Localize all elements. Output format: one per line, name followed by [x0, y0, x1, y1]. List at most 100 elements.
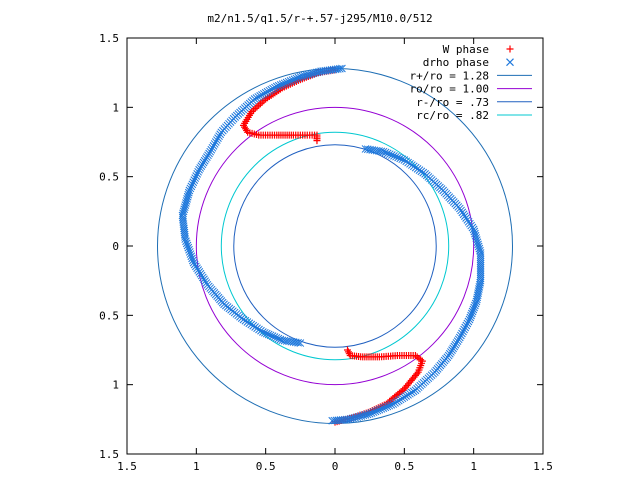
series-1-arm-1-point-159	[271, 83, 279, 92]
series-1-arm-0-point-163	[379, 404, 388, 412]
series-0-arm-0-point-48	[253, 103, 261, 111]
series-1-arm-1-point-70	[184, 243, 193, 252]
series-1-arm-0-point-164	[377, 405, 386, 413]
series-1-arm-1-point-154	[261, 88, 270, 97]
series-1-arm-0-point-108	[462, 321, 471, 330]
series-0-arm-0-point-50	[256, 100, 264, 108]
series-1-arm-1-point-169	[290, 75, 299, 84]
series-1-arm-1-point-151	[256, 92, 264, 100]
series-1-arm-0-point-106	[464, 317, 473, 326]
series-1-arm-1-point-155	[263, 87, 272, 96]
series-1-arm-1-point-14	[266, 331, 275, 340]
series-1-arm-1-point-122	[211, 138, 220, 146]
series-1-arm-0-point-103	[467, 311, 475, 320]
series-1-arm-0-point-10	[383, 149, 392, 158]
series-1-arm-1-point-98	[186, 184, 195, 193]
series-1-arm-1-point-16	[262, 329, 271, 338]
series-1-arm-0-point-11	[385, 150, 394, 159]
series-1-arm-1-point-125	[215, 132, 223, 141]
y-tick-label-1: 1	[112, 101, 119, 114]
series-1-arm-1-point-149	[252, 94, 261, 102]
series-1-arm-1-point-126	[216, 130, 225, 139]
series-1-arm-1-point-163	[278, 80, 287, 88]
series-1-arm-1-point-161	[274, 81, 283, 90]
series-1-arm-1-point-69	[185, 245, 193, 254]
series-1-arm-0-point-9	[381, 148, 390, 157]
series-1-arm-0-point-167	[371, 407, 380, 416]
series-1-arm-0-point-101	[468, 307, 477, 316]
series-1-arm-1-point-9	[276, 335, 285, 344]
series-1-arm-1-point-170	[292, 74, 301, 83]
series-1-arm-0-point-109	[461, 323, 470, 332]
series-1-arm-1-point-102	[190, 176, 199, 184]
series-1-arm-0-point-12	[387, 151, 396, 159]
series-1-arm-1-point-153	[259, 89, 268, 98]
series-1-arm-1-point-119	[208, 143, 217, 152]
series-1-arm-1-point-160	[272, 82, 281, 91]
series-1-arm-1-point-106	[194, 167, 202, 176]
series-1-arm-0-point-65	[471, 231, 480, 240]
series-1-arm-0-point-66	[472, 234, 481, 242]
legend-label-2: r+/ro = 1.28	[410, 69, 489, 82]
series-1-arm-1-point-157	[267, 85, 276, 94]
y-tick-label-2: 0.5	[99, 171, 119, 184]
series-1-arm-0-point-7	[377, 147, 386, 156]
series-0-arm-1-point-1	[344, 348, 352, 356]
series-1-arm-1-point-8	[278, 336, 287, 345]
legend-label-5: rc/ro = .82	[416, 109, 489, 122]
legend-label-0: W phase	[443, 43, 489, 56]
x-tick-label-0: 1.5	[117, 460, 137, 473]
legend-label-1: drho phase	[423, 56, 489, 69]
series-0-arm-0-point-49	[255, 101, 263, 109]
y-tick-label-5: 1	[112, 379, 119, 392]
series-1-arm-0-point-187	[330, 416, 339, 425]
series-1-arm-1-point-71	[183, 241, 192, 250]
x-tick-label-2: 0.5	[256, 460, 276, 473]
series-1-arm-1-point-99	[187, 182, 196, 191]
x-tick-label-6: 1.5	[533, 460, 553, 473]
series-1-arm-0-point-168	[369, 408, 378, 417]
series-1-arm-0-point-162	[381, 403, 390, 412]
circle-2	[233, 144, 437, 348]
x-tick-label-5: 1	[470, 460, 477, 473]
series-1-arm-1-point-192	[338, 64, 346, 73]
series-1-arm-0-point-67	[472, 236, 481, 244]
legend-marker-1	[506, 58, 514, 67]
series-1-arm-1-point-63	[189, 258, 198, 267]
series-1-arm-1-point-171	[294, 73, 303, 82]
series-1-arm-1-point-104	[192, 172, 201, 180]
series-1-arm-1-point-97	[185, 186, 194, 195]
series-1-arm-0-point-8	[379, 147, 388, 156]
series-1-arm-0-point-100	[469, 305, 478, 314]
series-1-arm-0-point-64	[471, 229, 479, 238]
series-1-arm-0-point-166	[373, 406, 382, 415]
y-tick-label-0: 1.5	[99, 32, 119, 45]
series-1-arm-0-point-161	[383, 402, 392, 411]
series-1-arm-1-point-67	[186, 250, 195, 258]
series-1-arm-0-point-104	[466, 313, 475, 322]
series-1-arm-1-point-165	[282, 78, 291, 87]
series-1-arm-1-point-66	[187, 252, 196, 261]
series-1-arm-0-point-69	[474, 240, 482, 249]
series-1-arm-1-point-118	[207, 145, 216, 154]
series-1-arm-1-point-101	[189, 178, 198, 187]
x-tick-label-1: 1	[193, 460, 200, 473]
series-1-arm-0-point-13	[390, 152, 398, 160]
series-1-arm-1-point-167	[286, 77, 295, 85]
series-1-arm-1-point-166	[284, 77, 293, 86]
series-1-arm-0-point-70	[474, 242, 483, 251]
series-1-arm-1-point-13	[268, 332, 277, 340]
series-1-arm-0-point-16	[396, 154, 405, 163]
series-1-arm-0-point-97	[471, 299, 480, 308]
chart-title: m2/n1.5/q1.5/r-+.57-j295/M10.0/512	[207, 12, 433, 25]
ticks-layer: 1.5 1 0.5 0 0.5 1 1.51.510.500.511.5	[99, 32, 553, 473]
series-1-arm-1-point-152	[258, 90, 266, 99]
series-1-arm-1-point-65	[188, 254, 196, 263]
series-1-arm-1-point-100	[188, 180, 197, 189]
series-1-arm-0-point-98	[471, 301, 479, 310]
series-1-arm-1-point-120	[209, 142, 218, 150]
series-0-arm-0-point-51	[258, 98, 266, 106]
series-1-arm-0-point-112	[458, 329, 466, 338]
series-1-arm-1-point-162	[276, 81, 285, 89]
series-1-arm-1-point-150	[254, 93, 263, 101]
